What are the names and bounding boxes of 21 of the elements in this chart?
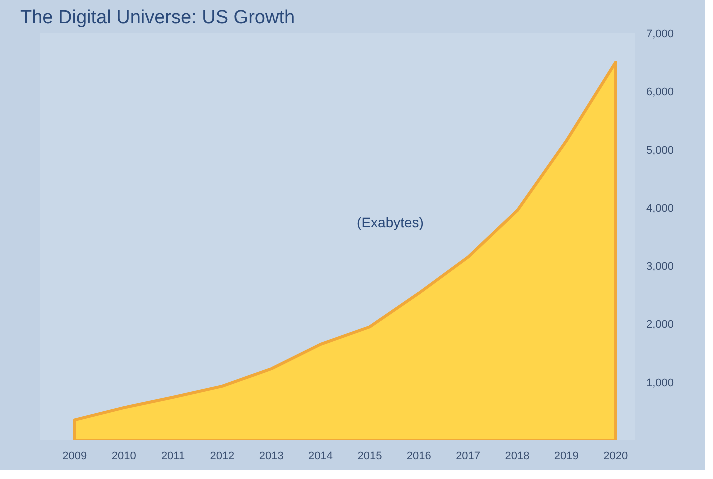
y-tick-label: 7,000	[646, 28, 674, 40]
x-tick-label: 2020	[604, 450, 628, 462]
x-tick-label: 2016	[406, 450, 432, 462]
x-tick-label: 2017	[456, 450, 481, 462]
chart-title: The Digital Universe: US Growth	[20, 8, 296, 28]
y-tick-label: 4,000	[646, 202, 674, 215]
y-tick-label: 3,000	[646, 261, 674, 274]
y-tick-label: 2,000	[646, 319, 674, 332]
x-tick-label: 2015	[358, 450, 382, 462]
x-tick-label: 2012	[210, 450, 235, 462]
y-tick-label: 5,000	[646, 144, 674, 157]
x-tick-label: 2011	[161, 450, 186, 462]
x-tick-label: 2010	[112, 450, 136, 462]
x-tick-label: 2014	[308, 450, 334, 462]
x-tick-label: 2009	[62, 450, 88, 462]
x-tick-label: 2018	[505, 450, 530, 462]
x-tick-label: 2013	[259, 450, 284, 462]
y-tick-label: 6,000	[646, 86, 674, 99]
x-tick-label: 2019	[554, 450, 579, 462]
y-tick-label: 1,000	[646, 377, 674, 390]
annotation: (Exabytes)	[357, 214, 424, 230]
